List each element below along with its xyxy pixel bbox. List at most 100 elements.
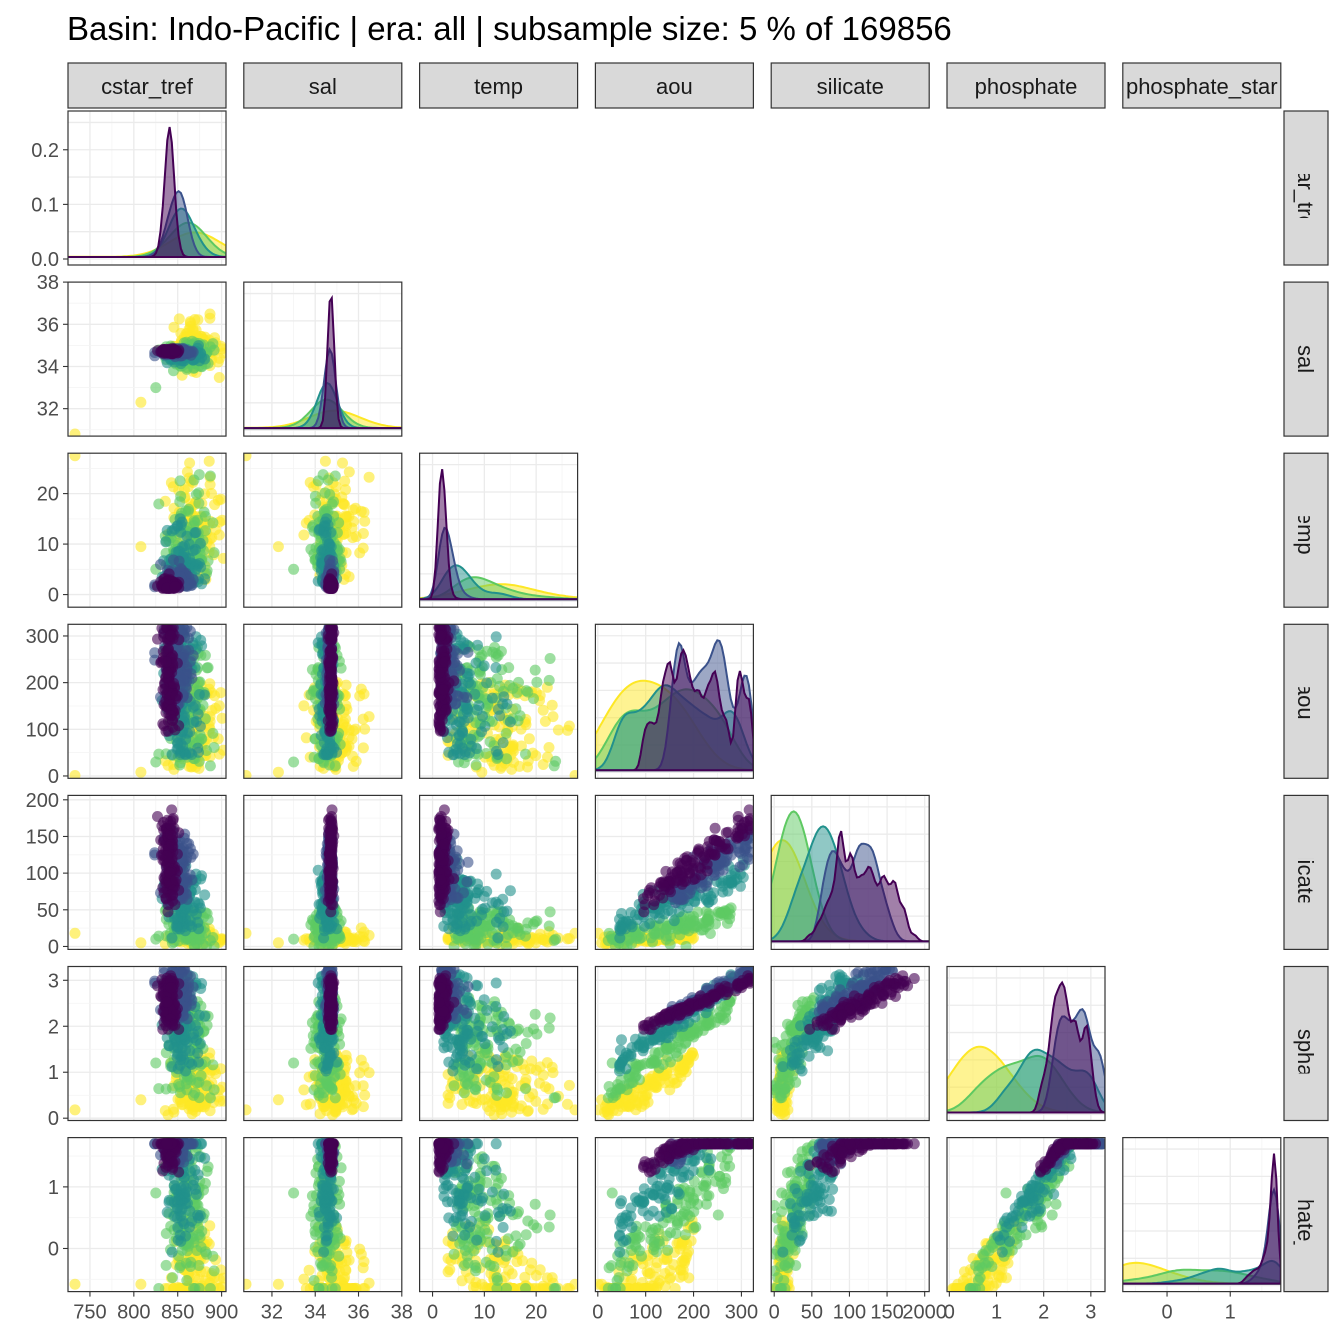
facet-panels (67, 110, 1282, 1293)
point (135, 396, 147, 408)
point (204, 479, 216, 491)
point (272, 766, 284, 778)
point (183, 632, 194, 644)
point (464, 747, 476, 759)
panel-temp-vs-temp (419, 452, 579, 608)
point (300, 732, 312, 744)
point (529, 664, 541, 676)
strip-top-label: cstar_tref (101, 74, 194, 99)
point (69, 428, 81, 437)
point (152, 811, 163, 822)
panel-aou-vs-aou (594, 623, 755, 779)
point (243, 927, 252, 939)
point (170, 690, 182, 702)
point (462, 712, 474, 724)
point (326, 838, 338, 850)
point (325, 667, 337, 679)
point (165, 828, 177, 840)
point (165, 630, 177, 642)
point (207, 517, 219, 529)
point (501, 698, 513, 710)
point (175, 490, 187, 502)
strip-right-cstar_tref: cstar_tref (1283, 110, 1329, 266)
point (504, 716, 516, 728)
point (171, 743, 183, 755)
point (150, 382, 162, 394)
point (339, 475, 351, 487)
point (194, 902, 206, 914)
point (169, 899, 181, 911)
panel-border (67, 623, 227, 779)
strip-right-label: aou (1293, 683, 1318, 720)
panel-aou-vs-sal (243, 623, 403, 779)
point (160, 536, 172, 548)
strip-top-box (419, 62, 579, 109)
point (192, 708, 204, 720)
point (190, 489, 202, 500)
point (213, 529, 225, 541)
density-1 (595, 648, 754, 772)
point (179, 540, 190, 552)
point (325, 850, 337, 862)
point (542, 751, 553, 763)
panel-border (67, 452, 227, 608)
point (288, 933, 300, 945)
point (199, 525, 211, 537)
point (161, 345, 173, 357)
strip-right-box (1283, 794, 1329, 951)
point (492, 703, 504, 715)
strip-top-phosphate: phosphate (946, 62, 1106, 109)
strip-right-box (1283, 110, 1329, 266)
point (212, 356, 224, 368)
point (434, 630, 446, 642)
panel-temp-vs-cstar_tref (67, 452, 227, 608)
point (552, 724, 564, 736)
point (515, 740, 527, 752)
point (135, 937, 147, 949)
point (490, 651, 502, 663)
point (199, 889, 211, 901)
point (161, 524, 173, 536)
point (457, 726, 469, 738)
strip-top-temp: temp (419, 62, 579, 109)
point (171, 923, 183, 935)
point (183, 846, 194, 858)
point (437, 684, 449, 696)
point (203, 455, 215, 467)
panel-silicate-vs-temp (419, 794, 579, 951)
panel-border (419, 452, 579, 608)
point (207, 727, 219, 739)
point (196, 578, 208, 590)
point (358, 506, 370, 518)
strip-top-label: silicate (817, 74, 884, 99)
series-1 (322, 568, 340, 594)
strip-right-label: cstar_tref (1293, 142, 1318, 235)
panel-temp-vs-sal (243, 452, 403, 608)
point (346, 733, 358, 745)
point (537, 704, 549, 716)
point (184, 321, 196, 332)
strip-right-label: silicate (1293, 839, 1318, 906)
point (546, 699, 558, 711)
strip-right-aou: aou (1283, 623, 1329, 779)
point (135, 766, 147, 778)
density-1 (68, 126, 226, 258)
point (354, 547, 366, 559)
point (543, 674, 555, 686)
point (523, 733, 535, 745)
strip-top-box (594, 62, 755, 109)
point (162, 643, 174, 655)
point (173, 313, 185, 325)
point (323, 828, 334, 840)
point (243, 770, 252, 779)
strip-right-sal: sal (1283, 281, 1329, 437)
point (337, 457, 348, 469)
point (472, 639, 483, 651)
point (329, 470, 341, 482)
point (433, 667, 445, 679)
point (243, 453, 252, 462)
strip-right-box (1283, 452, 1329, 608)
strip-top-label: phosphate_star (1126, 74, 1278, 99)
point (186, 921, 198, 933)
panel-border (243, 623, 403, 779)
